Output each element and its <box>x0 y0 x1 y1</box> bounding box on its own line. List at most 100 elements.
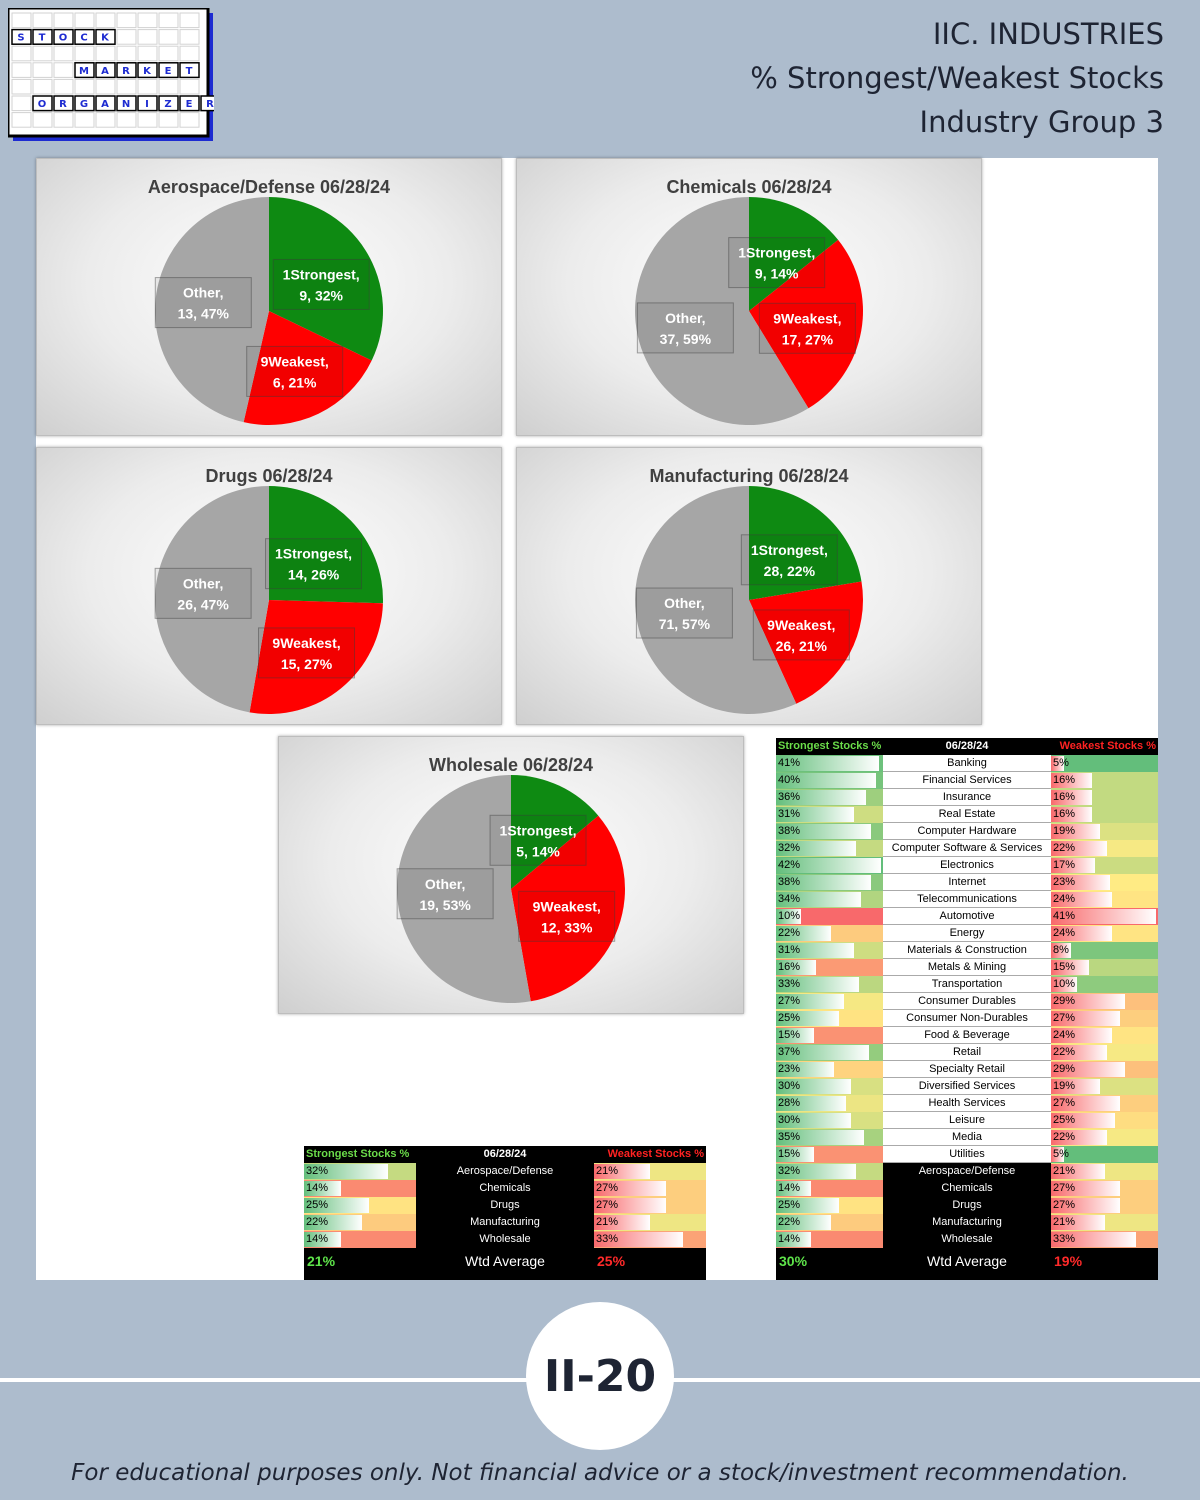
pie-slice-9weakest <box>749 239 863 409</box>
footer-weakest: 19% <box>1054 1253 1083 1269</box>
weakest-value: 5% <box>1053 757 1069 769</box>
pie-label-value: 26, 21% <box>776 638 828 654</box>
table-row: 41% Banking 5% <box>776 755 1158 772</box>
weakest-value: 23% <box>1053 876 1076 888</box>
logo-letter: R <box>59 99 68 110</box>
weakest-bar <box>594 1232 683 1247</box>
weakest-cell: 8% <box>1051 942 1158 959</box>
pie-chart-aerospace: Aerospace/Defense 06/28/24 1Strongest, 9, … <box>36 158 502 436</box>
pie-label-1strongest: 1Strongest, 9, 32% <box>272 258 370 310</box>
logo-letter: N <box>122 99 131 110</box>
strongest-bar <box>776 892 861 907</box>
weakest-bar <box>1051 1045 1107 1060</box>
strongest-bar <box>304 1232 341 1247</box>
strongest-bar <box>776 943 854 958</box>
pie-label-value: 19, 53% <box>419 897 471 913</box>
strongest-cell: 25% <box>776 1010 883 1027</box>
pie-label-1strongest: 1Strongest, 28, 22% <box>740 534 838 586</box>
logo-letter-box <box>53 95 74 112</box>
strongest-value: 23% <box>778 1063 801 1075</box>
header-weakest: Weakest Stocks % <box>607 1148 704 1160</box>
weakest-bar <box>594 1198 666 1213</box>
industry-name: Internet <box>883 874 1051 891</box>
weakest-value: 24% <box>1053 893 1076 905</box>
strongest-cell: 16% <box>776 959 883 976</box>
weakest-cell: 19% <box>1051 823 1158 840</box>
weakest-cell: 27% <box>1051 1095 1158 1112</box>
table-row: 28% Health Services 27% <box>776 1095 1158 1112</box>
industry-name: Manufacturing <box>883 1214 1051 1231</box>
industry-summary-table: Strongest Stocks % 06/28/24 Weakest Stocks… <box>776 738 1158 1280</box>
section-title: IIC. INDUSTRIES <box>932 17 1164 51</box>
industry-name: Leisure <box>883 1112 1051 1129</box>
pie-label-other: Other, 13, 47% <box>154 277 252 329</box>
pie-label-other: Other, 71, 57% <box>635 587 733 639</box>
weakest-cell: 16% <box>1051 772 1158 789</box>
table-row: 38% Internet 23% <box>776 874 1158 891</box>
table-row: 32% Aerospace/Defense 21% <box>776 1163 1158 1180</box>
footer-strongest: 21% <box>307 1253 336 1269</box>
pie-label-value: 6, 21% <box>273 374 317 390</box>
weakest-bar <box>1051 977 1077 992</box>
strongest-value: 10% <box>778 910 801 922</box>
table-row: 14% Chemicals 27% <box>304 1180 706 1197</box>
strongest-bar <box>304 1181 341 1196</box>
weakest-cell: 41% <box>1051 908 1158 925</box>
pie-label-name: Other, <box>183 575 223 591</box>
logo-letter-box <box>74 28 95 45</box>
pie-title: Aerospace/Defense 06/28/24 <box>148 177 390 197</box>
weakest-bar <box>1051 807 1092 822</box>
weakest-bar <box>1051 824 1100 839</box>
industry-name: Drugs <box>416 1197 594 1214</box>
weakest-bar <box>1051 790 1092 805</box>
strongest-value: 27% <box>778 995 801 1007</box>
weakest-value: 8% <box>1053 944 1069 956</box>
weakest-value: 10% <box>1053 978 1076 990</box>
pie-label-name: 1Strongest, <box>275 546 352 562</box>
weakest-bar <box>1051 858 1095 873</box>
table-row: 34% Telecommunications 24% <box>776 891 1158 908</box>
logo-letter-box <box>158 95 179 112</box>
weakest-value: 19% <box>1053 1080 1076 1092</box>
pie-label-name: 1Strongest, <box>751 542 828 558</box>
logo-letter: A <box>101 66 110 77</box>
table-row: 33% Transportation 10% <box>776 976 1158 993</box>
logo-letter: O <box>59 33 69 44</box>
strongest-bar <box>776 1028 814 1043</box>
strongest-bar <box>776 875 871 890</box>
pie-slice-other <box>635 486 797 714</box>
pie-label-1strongest: 1Strongest, 9, 14% <box>728 237 826 289</box>
logo-letter-box <box>74 95 95 112</box>
pie-slice-other <box>155 486 269 713</box>
table-row: 31% Real Estate 16% <box>776 806 1158 823</box>
table-row: 14% Chemicals 27% <box>776 1180 1158 1197</box>
strongest-cell: 32% <box>776 840 883 857</box>
weakest-value: 5% <box>1053 1148 1069 1160</box>
industry-name: Aerospace/Defense <box>416 1163 594 1180</box>
strongest-cell: 40% <box>776 772 883 789</box>
pie-label-name: 9Weakest, <box>261 353 329 369</box>
weakest-cell: 22% <box>1051 840 1158 857</box>
logo-letter: K <box>101 33 110 44</box>
weakest-bar <box>1051 1215 1105 1230</box>
weakest-bar <box>1051 841 1107 856</box>
strongest-value: 38% <box>778 876 801 888</box>
strongest-cell: 34% <box>776 891 883 908</box>
strongest-value: 28% <box>778 1097 801 1109</box>
weakest-cell: 27% <box>1051 1197 1158 1214</box>
strongest-cell: 35% <box>776 1129 883 1146</box>
weakest-cell: 27% <box>1051 1180 1158 1197</box>
pie-label-value: 9, 32% <box>299 287 343 303</box>
table-row: 32% Computer Software & Services 22% <box>776 840 1158 857</box>
table-row: 15% Food & Beverage 24% <box>776 1027 1158 1044</box>
table-row: 27% Consumer Durables 29% <box>776 993 1158 1010</box>
pie-slice-9weakest <box>511 815 625 1002</box>
pie-slice-9weakest <box>749 581 863 704</box>
logo-letter: K <box>143 66 152 77</box>
pie-slice-1strongest <box>749 486 862 600</box>
weakest-cell: 24% <box>1051 891 1158 908</box>
table-row: 22% Manufacturing 21% <box>776 1214 1158 1231</box>
strongest-bar <box>776 909 801 924</box>
pie-title: Drugs 06/28/24 <box>205 466 332 486</box>
table-row: 42% Electronics 17% <box>776 857 1158 874</box>
